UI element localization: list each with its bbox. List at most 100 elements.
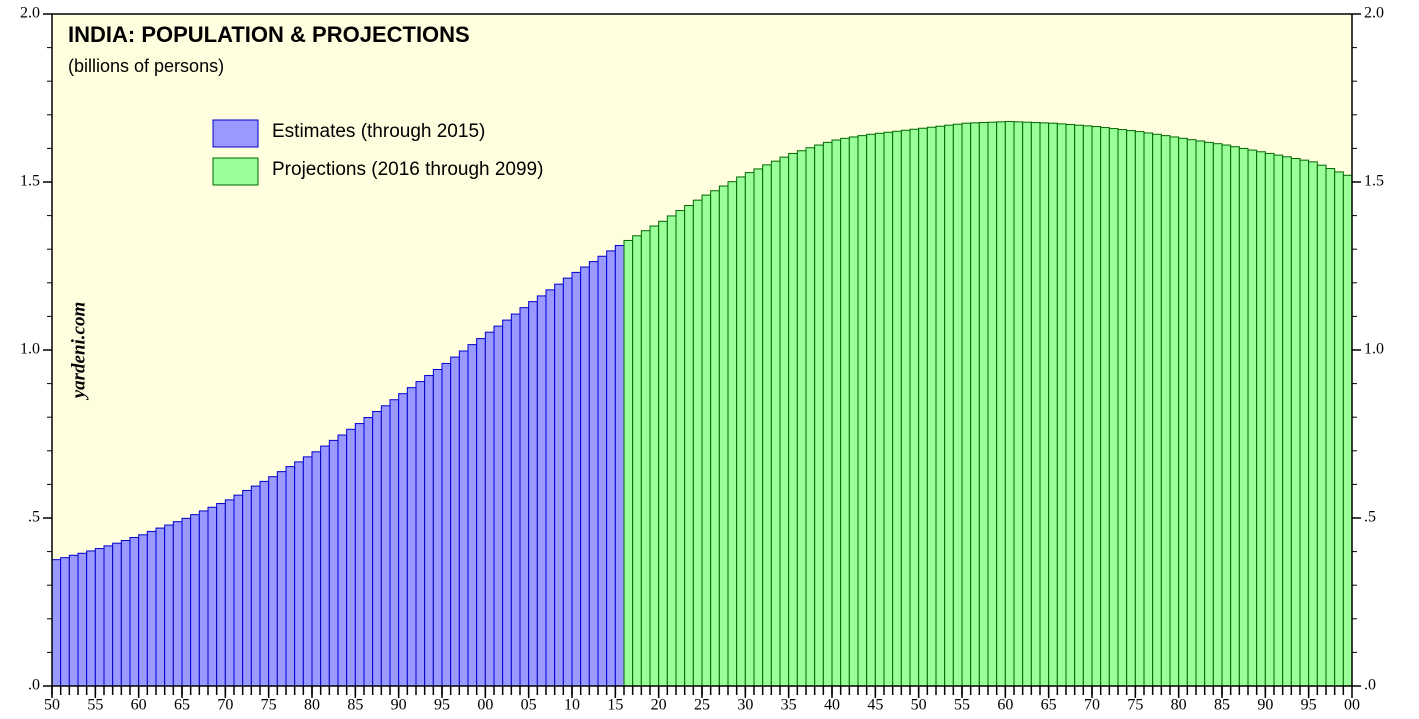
bar xyxy=(1325,168,1336,687)
x-tick-label: 85 xyxy=(1214,697,1230,714)
bar xyxy=(328,439,339,687)
legend-label: Projections (2016 through 2099) xyxy=(272,159,543,180)
bar xyxy=(588,261,599,687)
bar xyxy=(623,239,634,687)
bar xyxy=(822,141,833,687)
bar xyxy=(528,301,538,687)
bar xyxy=(892,130,902,687)
bar xyxy=(1221,144,1232,687)
bar xyxy=(285,466,296,687)
x-tick-label: 90 xyxy=(391,697,407,714)
bar xyxy=(432,368,443,687)
bar xyxy=(259,480,270,687)
bar xyxy=(94,548,105,687)
bar xyxy=(68,554,79,687)
bar xyxy=(1108,128,1119,687)
bar xyxy=(441,362,452,687)
bar xyxy=(1117,129,1128,687)
bar xyxy=(675,210,686,687)
watermark: yardeni.com xyxy=(68,302,89,401)
bar xyxy=(406,387,417,687)
bar xyxy=(458,350,469,687)
bar xyxy=(493,325,504,687)
x-tick-label: 50 xyxy=(911,697,927,714)
bar xyxy=(848,136,859,687)
x-tick-label: 65 xyxy=(1041,697,1057,714)
bar xyxy=(718,185,729,687)
bar xyxy=(961,122,972,687)
bar xyxy=(51,559,62,687)
bar xyxy=(866,133,876,687)
y2-tick-label: .0 xyxy=(1364,677,1376,694)
bar xyxy=(146,530,157,687)
bar xyxy=(1126,130,1136,687)
bar xyxy=(424,375,434,687)
bar xyxy=(1290,157,1301,687)
bar xyxy=(224,499,235,687)
bar xyxy=(103,545,114,687)
bar xyxy=(649,225,660,687)
bar xyxy=(614,245,625,687)
x-tick-label: 30 xyxy=(737,697,753,714)
bar xyxy=(1160,135,1171,687)
y-tick-label: 2.0 xyxy=(20,5,40,22)
bar xyxy=(1082,125,1093,687)
bar xyxy=(744,172,755,687)
bar xyxy=(155,527,166,687)
x-tick-label: 60 xyxy=(997,697,1013,714)
x-tick-label: 55 xyxy=(954,697,970,714)
bar xyxy=(172,521,183,687)
bar xyxy=(1264,152,1275,687)
bar xyxy=(372,410,382,687)
x-tick-label: 50 xyxy=(44,697,60,714)
bar xyxy=(250,485,261,687)
bar xyxy=(1186,139,1197,687)
bar xyxy=(1100,127,1110,687)
bar xyxy=(536,295,547,687)
y2-tick-label: .5 xyxy=(1364,509,1376,526)
bar xyxy=(320,445,330,687)
bar xyxy=(389,399,400,687)
bar xyxy=(1039,122,1050,687)
x-tick-label: 00 xyxy=(477,697,493,714)
x-tick-label: 80 xyxy=(304,697,320,714)
bar xyxy=(1022,121,1032,687)
x-tick-label: 95 xyxy=(434,697,450,714)
bar xyxy=(120,540,131,687)
x-tick-label: 95 xyxy=(1301,697,1317,714)
bar xyxy=(77,552,88,687)
bar xyxy=(198,510,209,687)
bar xyxy=(684,205,694,687)
bar xyxy=(268,476,278,687)
bar xyxy=(762,164,772,687)
bar xyxy=(138,534,148,687)
bar xyxy=(831,139,842,687)
bar xyxy=(632,235,642,687)
bar xyxy=(918,127,928,687)
bar xyxy=(1091,126,1102,687)
bar xyxy=(398,393,408,687)
y-tick-label: 1.5 xyxy=(20,173,40,190)
bar xyxy=(164,524,174,687)
bar xyxy=(1316,164,1327,687)
bar xyxy=(1282,156,1292,687)
bar xyxy=(337,434,348,687)
bar xyxy=(926,126,937,687)
bar xyxy=(701,194,712,687)
legend-swatch xyxy=(212,119,259,148)
bar xyxy=(233,494,244,687)
bar xyxy=(1334,171,1344,687)
bar xyxy=(207,506,218,687)
bar xyxy=(1342,174,1353,687)
bar xyxy=(1299,159,1310,687)
bar xyxy=(1074,124,1084,687)
bar xyxy=(788,152,798,687)
bar xyxy=(857,135,868,687)
bar xyxy=(779,156,790,687)
bar xyxy=(606,250,616,687)
bar xyxy=(710,190,720,687)
bar xyxy=(294,461,304,687)
y2-tick-label: 1.5 xyxy=(1364,173,1384,190)
bar xyxy=(346,428,356,687)
